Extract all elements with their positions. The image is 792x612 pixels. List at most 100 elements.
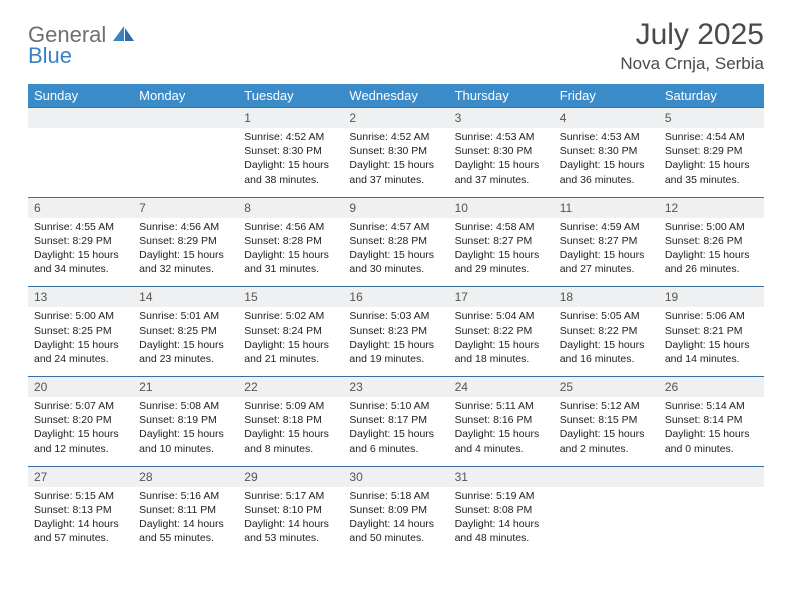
weekday-header: Thursday: [449, 84, 554, 108]
sunset-line: Sunset: 8:22 PM: [455, 324, 548, 338]
day-data-cell: Sunrise: 5:10 AMSunset: 8:17 PMDaylight:…: [343, 397, 448, 466]
sunrise-line: Sunrise: 4:52 AM: [349, 130, 442, 144]
weekday-header: Wednesday: [343, 84, 448, 108]
day-number-cell: 16: [343, 287, 448, 308]
week-number-row: 13141516171819: [28, 287, 764, 308]
title-block: July 2025 Nova Crnja, Serbia: [620, 18, 764, 74]
sunrise-line: Sunrise: 5:09 AM: [244, 399, 337, 413]
sunrise-line: Sunrise: 4:57 AM: [349, 220, 442, 234]
day-data-cell: Sunrise: 5:07 AMSunset: 8:20 PMDaylight:…: [28, 397, 133, 466]
sunset-line: Sunset: 8:09 PM: [349, 503, 442, 517]
day-number-cell: 25: [554, 377, 659, 398]
day-data-cell: Sunrise: 5:01 AMSunset: 8:25 PMDaylight:…: [133, 307, 238, 376]
day-number-cell: 19: [659, 287, 764, 308]
weekday-header: Sunday: [28, 84, 133, 108]
daylight-line: Daylight: 15 hours and 27 minutes.: [560, 248, 653, 276]
daylight-line: Daylight: 14 hours and 50 minutes.: [349, 517, 442, 545]
daylight-line: Daylight: 14 hours and 57 minutes.: [34, 517, 127, 545]
day-data-cell: Sunrise: 5:00 AMSunset: 8:26 PMDaylight:…: [659, 218, 764, 287]
daylight-line: Daylight: 15 hours and 26 minutes.: [665, 248, 758, 276]
day-data-cell: Sunrise: 4:52 AMSunset: 8:30 PMDaylight:…: [343, 128, 448, 197]
calendar-body: 12345Sunrise: 4:52 AMSunset: 8:30 PMDayl…: [28, 108, 764, 556]
sunset-line: Sunset: 8:30 PM: [244, 144, 337, 158]
day-number-cell: 9: [343, 197, 448, 218]
sunrise-line: Sunrise: 5:19 AM: [455, 489, 548, 503]
sunrise-line: Sunrise: 5:10 AM: [349, 399, 442, 413]
sunrise-line: Sunrise: 4:54 AM: [665, 130, 758, 144]
sunrise-line: Sunrise: 5:15 AM: [34, 489, 127, 503]
sunrise-line: Sunrise: 4:53 AM: [560, 130, 653, 144]
brand-text: General Blue: [28, 24, 135, 67]
weekday-header: Friday: [554, 84, 659, 108]
sunset-line: Sunset: 8:11 PM: [139, 503, 232, 517]
sunset-line: Sunset: 8:24 PM: [244, 324, 337, 338]
day-data-cell: Sunrise: 5:18 AMSunset: 8:09 PMDaylight:…: [343, 487, 448, 556]
day-data-cell: Sunrise: 5:12 AMSunset: 8:15 PMDaylight:…: [554, 397, 659, 466]
day-data-cell: Sunrise: 5:05 AMSunset: 8:22 PMDaylight:…: [554, 307, 659, 376]
day-number-cell: 22: [238, 377, 343, 398]
sunrise-line: Sunrise: 5:14 AM: [665, 399, 758, 413]
day-number-cell: 8: [238, 197, 343, 218]
daylight-line: Daylight: 15 hours and 29 minutes.: [455, 248, 548, 276]
sunset-line: Sunset: 8:15 PM: [560, 413, 653, 427]
sunset-line: Sunset: 8:10 PM: [244, 503, 337, 517]
daylight-line: Daylight: 15 hours and 0 minutes.: [665, 427, 758, 455]
day-data-cell: Sunrise: 4:57 AMSunset: 8:28 PMDaylight:…: [343, 218, 448, 287]
day-number-cell: 10: [449, 197, 554, 218]
day-data-cell: Sunrise: 4:52 AMSunset: 8:30 PMDaylight:…: [238, 128, 343, 197]
week-data-row: Sunrise: 5:00 AMSunset: 8:25 PMDaylight:…: [28, 307, 764, 376]
day-number-cell: 4: [554, 108, 659, 129]
day-number-cell: 24: [449, 377, 554, 398]
daylight-line: Daylight: 15 hours and 18 minutes.: [455, 338, 548, 366]
week-number-row: 20212223242526: [28, 377, 764, 398]
calendar-table: Sunday Monday Tuesday Wednesday Thursday…: [28, 84, 764, 555]
daylight-line: Daylight: 15 hours and 19 minutes.: [349, 338, 442, 366]
day-number-cell: 21: [133, 377, 238, 398]
day-data-cell: Sunrise: 5:17 AMSunset: 8:10 PMDaylight:…: [238, 487, 343, 556]
brand-logo: General Blue: [28, 18, 135, 67]
sunset-line: Sunset: 8:20 PM: [34, 413, 127, 427]
daylight-line: Daylight: 15 hours and 23 minutes.: [139, 338, 232, 366]
day-data-cell: Sunrise: 4:58 AMSunset: 8:27 PMDaylight:…: [449, 218, 554, 287]
day-data-cell: Sunrise: 5:00 AMSunset: 8:25 PMDaylight:…: [28, 307, 133, 376]
sunrise-line: Sunrise: 5:01 AM: [139, 309, 232, 323]
sunset-line: Sunset: 8:17 PM: [349, 413, 442, 427]
day-number-cell: 5: [659, 108, 764, 129]
daylight-line: Daylight: 15 hours and 6 minutes.: [349, 427, 442, 455]
day-data-cell: Sunrise: 5:03 AMSunset: 8:23 PMDaylight:…: [343, 307, 448, 376]
sunrise-line: Sunrise: 5:11 AM: [455, 399, 548, 413]
month-title: July 2025: [620, 18, 764, 52]
day-number-cell: [133, 108, 238, 129]
daylight-line: Daylight: 15 hours and 37 minutes.: [349, 158, 442, 186]
sunrise-line: Sunrise: 5:00 AM: [34, 309, 127, 323]
sunrise-line: Sunrise: 5:18 AM: [349, 489, 442, 503]
daylight-line: Daylight: 15 hours and 31 minutes.: [244, 248, 337, 276]
day-number-cell: 29: [238, 466, 343, 487]
day-number-cell: 13: [28, 287, 133, 308]
day-data-cell: Sunrise: 5:16 AMSunset: 8:11 PMDaylight:…: [133, 487, 238, 556]
day-data-cell: Sunrise: 4:54 AMSunset: 8:29 PMDaylight:…: [659, 128, 764, 197]
sunrise-line: Sunrise: 4:56 AM: [139, 220, 232, 234]
daylight-line: Daylight: 15 hours and 36 minutes.: [560, 158, 653, 186]
day-data-cell: [28, 128, 133, 197]
day-number-cell: 15: [238, 287, 343, 308]
day-number-cell: [659, 466, 764, 487]
sunset-line: Sunset: 8:22 PM: [560, 324, 653, 338]
sunrise-line: Sunrise: 5:04 AM: [455, 309, 548, 323]
day-number-cell: 12: [659, 197, 764, 218]
weekday-header-row: Sunday Monday Tuesday Wednesday Thursday…: [28, 84, 764, 108]
daylight-line: Daylight: 15 hours and 38 minutes.: [244, 158, 337, 186]
sunset-line: Sunset: 8:28 PM: [349, 234, 442, 248]
weekday-header: Saturday: [659, 84, 764, 108]
week-number-row: 6789101112: [28, 197, 764, 218]
week-number-row: 12345: [28, 108, 764, 129]
day-number-cell: 18: [554, 287, 659, 308]
day-data-cell: Sunrise: 4:53 AMSunset: 8:30 PMDaylight:…: [554, 128, 659, 197]
sunset-line: Sunset: 8:30 PM: [455, 144, 548, 158]
sunset-line: Sunset: 8:29 PM: [34, 234, 127, 248]
day-number-cell: 1: [238, 108, 343, 129]
daylight-line: Daylight: 14 hours and 53 minutes.: [244, 517, 337, 545]
day-number-cell: 28: [133, 466, 238, 487]
week-data-row: Sunrise: 5:15 AMSunset: 8:13 PMDaylight:…: [28, 487, 764, 556]
day-number-cell: 27: [28, 466, 133, 487]
